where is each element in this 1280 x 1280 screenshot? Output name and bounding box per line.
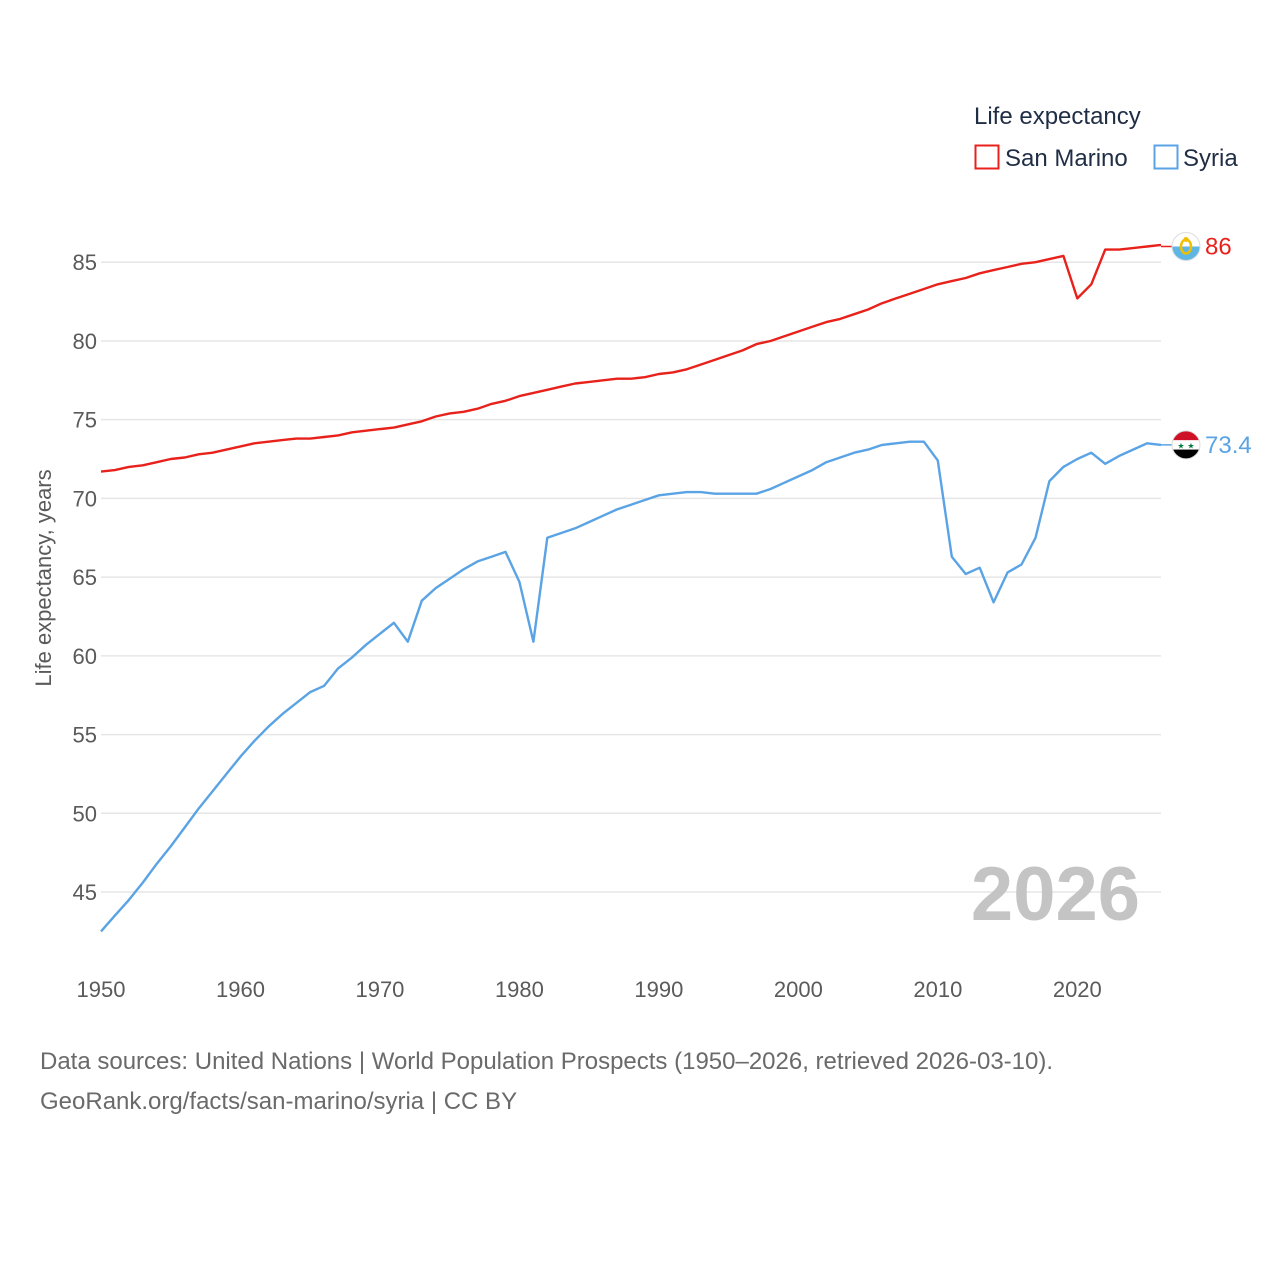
end-value-label-san-marino: 86 [1205,233,1232,260]
life-expectancy-chart: 45 50 55 60 65 70 75 80 85 1950 1960 1970 1980 1990 2… [31,103,1252,1002]
legend: Life expectancy San Marino Syria [974,103,1238,172]
x-axis-ticks: 1950 1960 1970 1980 1990 2000 2010 2020 [77,977,1102,1002]
y-tick-65: 65 [73,565,97,590]
x-tick-1980: 1980 [495,977,544,1002]
y-axis-ticks: 45 50 55 60 65 70 75 80 85 [73,250,97,905]
y-tick-85: 85 [73,250,97,275]
series-lines [100,243,1162,933]
legend-item-syria[interactable]: Syria [1153,144,1239,172]
y-tick-80: 80 [73,329,97,354]
svg-text:★: ★ [1187,441,1194,450]
footer: Data sources: United Nations | World Pop… [40,1042,1053,1122]
y-tick-45: 45 [73,880,97,905]
series-line-san-marino [100,243,1162,473]
x-tick-1950: 1950 [77,977,126,1002]
y-axis-title: Life expectancy, years [31,469,56,686]
data-source-note: Data sources: United Nations | World Pop… [40,1048,1054,1075]
legend-swatch-san-marino [974,144,1000,170]
y-tick-50: 50 [73,801,97,826]
end-value-label-syria: 73.4 [1205,432,1252,459]
svg-text:★: ★ [1177,441,1184,450]
legend-label-san-marino: San Marino [1005,145,1128,172]
san-marino-flag-icon [1171,231,1201,261]
source-link[interactable]: GeoRank.org/facts/san-marino/syria | CC … [40,1088,518,1115]
legend-title: Life expectancy [974,103,1141,130]
y-tick-60: 60 [73,644,97,669]
x-tick-1960: 1960 [216,977,265,1002]
legend-item-san-marino[interactable]: San Marino [974,144,1128,172]
x-tick-2020: 2020 [1053,977,1102,1002]
series-line-syria [100,440,1162,933]
legend-label-syria: Syria [1183,145,1238,172]
current-year-label: 2026 [971,852,1140,937]
gridlines [101,261,1161,893]
x-tick-2010: 2010 [913,977,962,1002]
syria-flag-icon: ★ ★ [1171,430,1201,460]
y-tick-75: 75 [73,408,97,433]
legend-swatch-syria [1153,144,1179,170]
y-tick-70: 70 [73,486,97,511]
x-tick-1990: 1990 [634,977,683,1002]
x-tick-2000: 2000 [774,977,823,1002]
y-tick-55: 55 [73,723,97,748]
x-tick-1970: 1970 [355,977,404,1002]
series-end-markers: 86★ ★ 73.4 [1161,231,1252,460]
